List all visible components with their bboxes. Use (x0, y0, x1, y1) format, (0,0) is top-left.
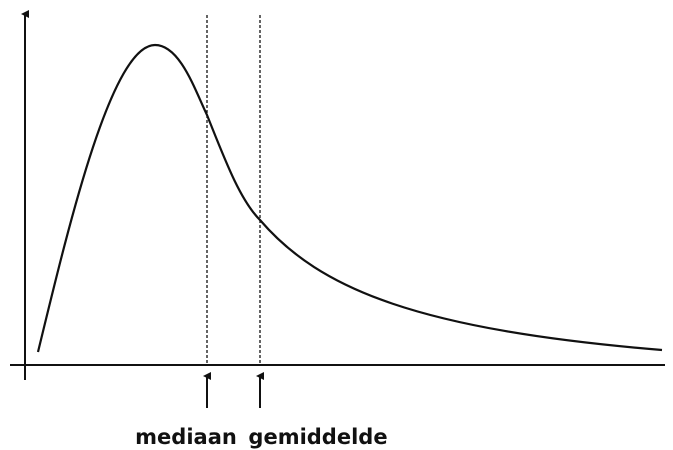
distribution-curve (36, 43, 663, 353)
median-label: mediaan (135, 425, 237, 449)
mean-label: gemiddelde (248, 425, 387, 449)
